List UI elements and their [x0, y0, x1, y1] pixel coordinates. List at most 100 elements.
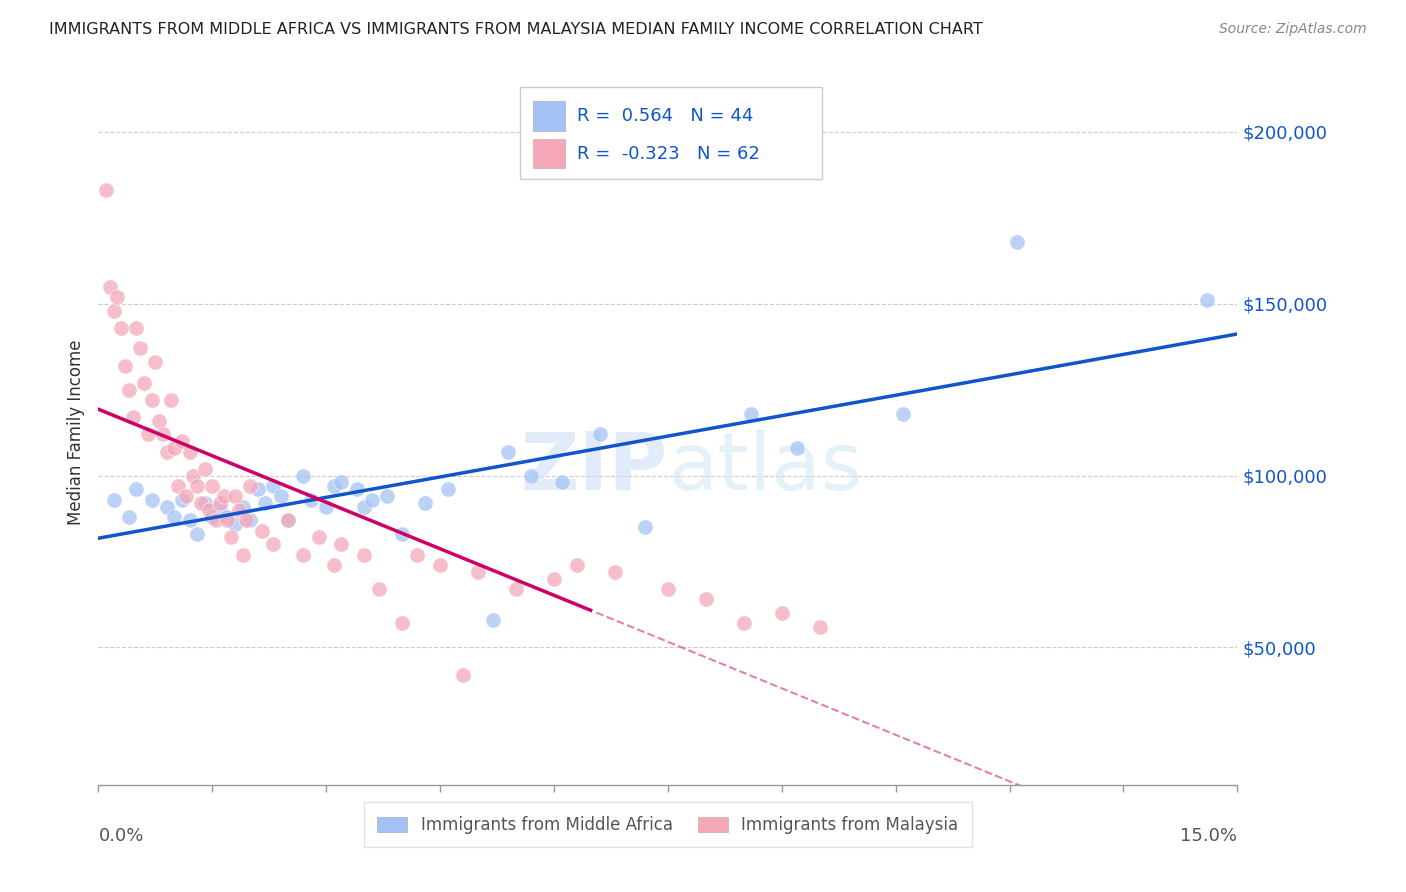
Legend: Immigrants from Middle Africa, Immigrants from Malaysia: Immigrants from Middle Africa, Immigrant… — [364, 803, 972, 847]
Point — [156, 444, 179, 458]
Point — [107, 290, 129, 304]
Point — [550, 475, 572, 490]
Point — [156, 500, 179, 514]
Point — [201, 479, 224, 493]
Point — [360, 492, 382, 507]
Point — [118, 383, 141, 397]
Point — [270, 489, 292, 503]
Point — [121, 410, 143, 425]
Point — [170, 492, 193, 507]
Point — [179, 513, 201, 527]
Point — [353, 548, 375, 562]
Point — [733, 616, 755, 631]
Point — [232, 500, 254, 514]
Point — [353, 500, 375, 514]
Point — [770, 606, 793, 620]
Point — [451, 668, 474, 682]
Point — [391, 616, 413, 631]
Text: IMMIGRANTS FROM MIDDLE AFRICA VS IMMIGRANTS FROM MALAYSIA MEDIAN FAMILY INCOME C: IMMIGRANTS FROM MIDDLE AFRICA VS IMMIGRA… — [49, 22, 983, 37]
Point — [136, 427, 159, 442]
Point — [190, 496, 212, 510]
Point — [114, 359, 136, 373]
Point — [657, 582, 679, 596]
Point — [224, 516, 246, 531]
Point — [429, 558, 451, 572]
Point — [740, 407, 762, 421]
Text: ZIP: ZIP — [520, 429, 668, 507]
Point — [315, 500, 337, 514]
Point — [224, 489, 246, 503]
Point — [1195, 293, 1218, 308]
Point — [132, 376, 155, 390]
Point — [262, 479, 284, 493]
FancyBboxPatch shape — [533, 139, 565, 169]
Point — [125, 483, 148, 497]
Point — [891, 407, 914, 421]
Point — [436, 483, 458, 497]
Point — [152, 427, 174, 442]
Point — [110, 320, 132, 334]
Point — [145, 355, 167, 369]
Point — [174, 489, 197, 503]
Point — [159, 392, 181, 407]
Point — [129, 342, 152, 356]
Point — [239, 513, 262, 527]
Point — [588, 427, 610, 442]
Point — [186, 527, 208, 541]
Point — [368, 582, 391, 596]
Point — [467, 565, 489, 579]
Point — [246, 483, 269, 497]
Point — [239, 479, 262, 493]
Point — [498, 444, 520, 458]
Point — [1005, 235, 1028, 249]
Point — [208, 496, 231, 510]
Point — [250, 524, 273, 538]
Text: R =  -0.323   N = 62: R = -0.323 N = 62 — [576, 145, 759, 162]
Point — [603, 565, 626, 579]
Point — [254, 496, 277, 510]
Point — [322, 479, 344, 493]
Point — [194, 461, 217, 475]
Text: 0.0%: 0.0% — [98, 827, 143, 846]
Point — [292, 468, 315, 483]
Point — [565, 558, 588, 572]
Point — [520, 468, 543, 483]
Point — [163, 441, 186, 455]
Point — [308, 531, 330, 545]
Point — [505, 582, 527, 596]
Point — [330, 537, 353, 551]
Point — [208, 500, 231, 514]
Point — [167, 479, 190, 493]
Point — [103, 303, 125, 318]
Point — [292, 548, 315, 562]
Point — [183, 468, 205, 483]
Point — [186, 479, 208, 493]
Point — [197, 503, 219, 517]
Point — [217, 509, 239, 524]
Point — [221, 531, 243, 545]
Point — [212, 489, 235, 503]
Point — [322, 558, 344, 572]
Point — [163, 509, 186, 524]
Point — [217, 513, 239, 527]
Point — [299, 492, 322, 507]
Point — [808, 620, 831, 634]
Point — [141, 392, 163, 407]
Point — [786, 441, 808, 455]
Point — [118, 509, 141, 524]
Point — [695, 592, 717, 607]
Point — [94, 183, 117, 197]
Point — [375, 489, 398, 503]
Point — [634, 520, 657, 534]
Point — [235, 513, 257, 527]
Point — [141, 492, 163, 507]
Point — [277, 513, 299, 527]
Point — [482, 613, 505, 627]
Point — [413, 496, 436, 510]
Point — [125, 320, 148, 334]
Point — [391, 527, 413, 541]
Point — [277, 513, 299, 527]
Point — [330, 475, 353, 490]
Text: 15.0%: 15.0% — [1180, 827, 1237, 846]
Point — [228, 503, 250, 517]
